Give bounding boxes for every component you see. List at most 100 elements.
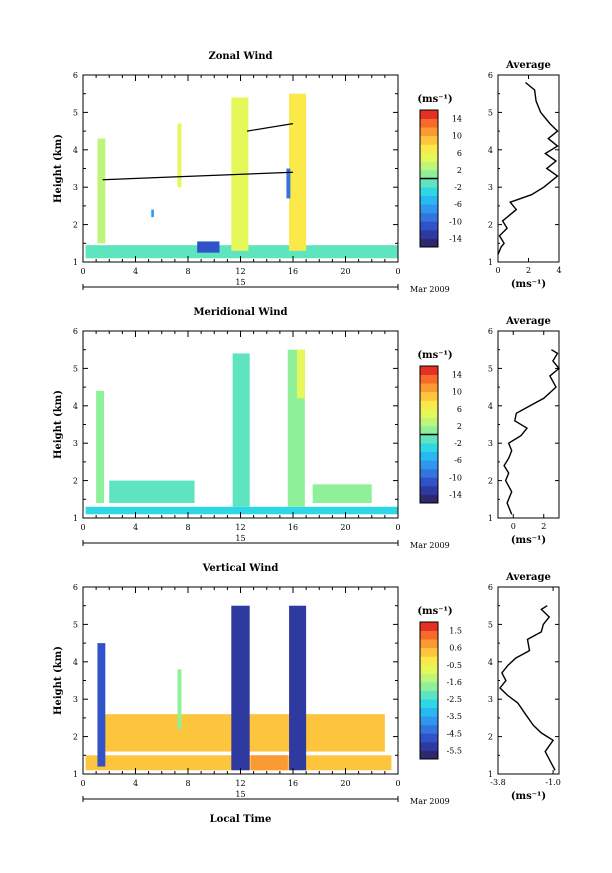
colorbar-swatch xyxy=(420,741,438,751)
y-tick-label: 4 xyxy=(488,658,493,667)
colorbar-swatch xyxy=(420,733,438,743)
colorbar-swatch xyxy=(420,169,438,179)
panel-title: Meridional Wind xyxy=(193,307,287,318)
y-tick-label: 5 xyxy=(73,620,78,629)
x-tick-label: 0 xyxy=(395,523,400,532)
colorbar-swatch xyxy=(420,408,438,418)
colorbar: 14 10 6 2 -2 -6 -10 -14 (ms⁻¹) xyxy=(417,94,462,248)
x-tick-label: 0 xyxy=(395,779,400,788)
panel-title: Vertical Wind xyxy=(202,563,279,574)
average-x-label: (ms⁻¹) xyxy=(511,279,546,290)
heatmap-cell xyxy=(96,390,104,504)
panel-meridional-average: Average 1 2 3 4 5 6 0 2 (ms⁻¹) xyxy=(488,316,560,546)
y-tick-label: 1 xyxy=(488,258,493,267)
heatmap-cell xyxy=(286,168,291,199)
colorbar-swatch xyxy=(420,152,438,162)
y-tick-label: 2 xyxy=(73,477,78,486)
y-tick-label: 6 xyxy=(73,71,78,80)
average-frame xyxy=(497,330,560,519)
colorbar-tick-label: -10 xyxy=(449,473,462,482)
colorbar: 14 10 6 2 -2 -6 -10 -14 (ms⁻¹) xyxy=(417,350,462,504)
colorbar-tick-label: -0.5 xyxy=(447,661,462,670)
colorbar-swatch xyxy=(420,434,438,444)
x-tick-label: -3.8 xyxy=(490,778,505,787)
x-tick-label: 12 xyxy=(235,523,245,532)
x-tick-label: 20 xyxy=(340,779,350,788)
x-tick-label: 4 xyxy=(133,523,138,532)
average-title: Average xyxy=(505,572,551,583)
y-tick-label: 6 xyxy=(73,327,78,336)
y-tick-label: 1 xyxy=(73,514,78,523)
colorbar-swatch xyxy=(420,195,438,205)
y-tick-label: 6 xyxy=(488,583,493,592)
day-label: 15 xyxy=(235,278,245,287)
colorbar-tick-label: -4.5 xyxy=(447,729,462,738)
colorbar-swatch xyxy=(420,383,438,393)
colorbar-swatch xyxy=(420,707,438,717)
x-tick-label: 4 xyxy=(133,267,138,276)
y-tick-label: 2 xyxy=(488,221,493,230)
x-tick-label: 12 xyxy=(235,779,245,788)
heatmap-cell xyxy=(251,755,288,771)
colorbar-tick-label: 6 xyxy=(457,405,462,414)
x-tick-label: 4 xyxy=(556,266,561,275)
colorbar-tick-label: -6 xyxy=(454,200,462,209)
x-tick-label: 16 xyxy=(288,779,298,788)
colorbar-swatch xyxy=(420,716,438,726)
y-tick-label: 5 xyxy=(488,364,493,373)
colorbar-tick-label: -2 xyxy=(454,439,462,448)
y-axis-label: Height (km) xyxy=(53,134,64,203)
y-tick-label: 4 xyxy=(73,146,78,155)
colorbar-swatch xyxy=(420,161,438,171)
colorbar-tick-label: -14 xyxy=(449,234,462,243)
y-tick-label: 5 xyxy=(488,108,493,117)
average-line xyxy=(503,349,560,515)
colorbar-unit: (ms⁻¹) xyxy=(417,94,452,105)
colorbar-swatch xyxy=(420,221,438,231)
colorbar-tick-label: -2 xyxy=(454,183,462,192)
x-tick-label: 16 xyxy=(288,523,298,532)
x-tick-label: 0 xyxy=(395,267,400,276)
colorbar-swatch xyxy=(420,110,438,119)
colorbar-swatch xyxy=(420,374,438,384)
date-label: Mar 2009 xyxy=(410,285,450,294)
colorbar-swatch xyxy=(420,630,438,640)
colorbar-swatch xyxy=(420,118,438,128)
colorbar-swatch xyxy=(420,699,438,709)
y-axis-label: Height (km) xyxy=(53,646,64,715)
y-tick-label: 3 xyxy=(488,439,493,448)
y-tick-label: 5 xyxy=(73,364,78,373)
panel-vertical-average: Average 1 2 3 4 5 6 -3.8 -1.0 (ms⁻¹) xyxy=(488,572,561,802)
x-tick-label: 8 xyxy=(185,779,190,788)
y-tick-label: 4 xyxy=(73,402,78,411)
colorbar-tick-label: -1.6 xyxy=(447,678,462,687)
average-line xyxy=(497,81,559,255)
colorbar-swatch xyxy=(420,673,438,683)
y-tick-label: 3 xyxy=(73,695,78,704)
x-tick-label: 0 xyxy=(80,779,85,788)
colorbar-tick-label: -2.5 xyxy=(447,695,462,704)
colorbar-swatch xyxy=(420,425,438,435)
y-tick-label: 3 xyxy=(73,183,78,192)
colorbar-swatch xyxy=(420,229,438,239)
x-tick-label: 16 xyxy=(288,267,298,276)
colorbar-tick-label: 6 xyxy=(457,149,462,158)
x-tick-label: 12 xyxy=(235,267,245,276)
colorbar-swatch xyxy=(420,622,438,631)
heatmap-cell xyxy=(85,245,398,259)
x-tick-label: 0 xyxy=(80,523,85,532)
x-tick-label: 20 xyxy=(340,267,350,276)
plot-line xyxy=(102,171,294,181)
colorbar-tick-label: 0.6 xyxy=(449,644,462,653)
average-x-label: (ms⁻¹) xyxy=(511,535,546,546)
x-tick-label: 2 xyxy=(526,266,531,275)
y-tick-label: 4 xyxy=(488,402,493,411)
colorbar-swatch xyxy=(420,485,438,495)
y-tick-label: 1 xyxy=(488,770,493,779)
colorbar-tick-label: 2 xyxy=(457,422,462,431)
plot-line xyxy=(246,123,294,132)
x-tick-label: 4 xyxy=(133,779,138,788)
colorbar-swatch xyxy=(420,460,438,470)
x-tick-label: 8 xyxy=(185,523,190,532)
colorbar-tick-label: 10 xyxy=(452,388,462,397)
